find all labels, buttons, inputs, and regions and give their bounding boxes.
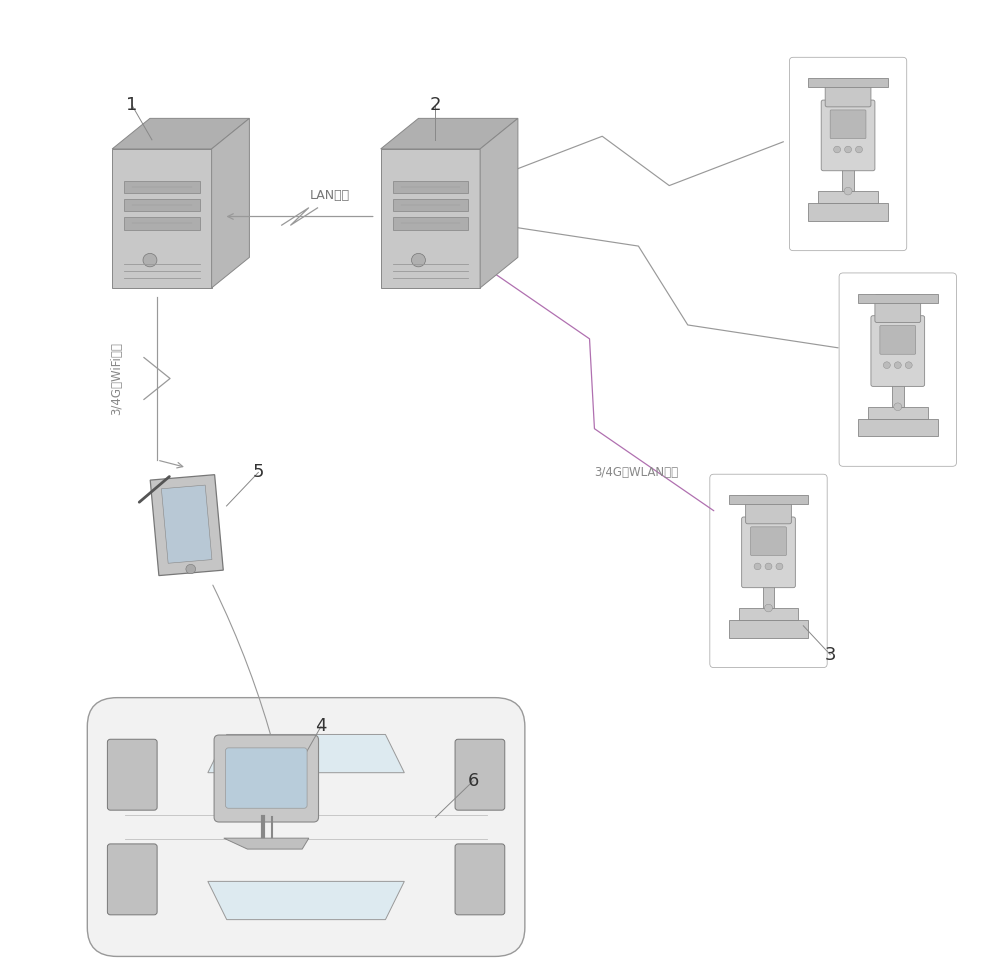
Polygon shape [858,294,938,303]
Polygon shape [112,149,212,288]
Polygon shape [161,485,212,563]
Text: LAN连接: LAN连接 [309,189,350,202]
Circle shape [186,564,196,574]
Circle shape [894,362,901,368]
Circle shape [754,563,761,570]
Polygon shape [208,735,404,773]
Polygon shape [124,199,200,211]
FancyBboxPatch shape [880,326,916,354]
Polygon shape [729,620,808,638]
Text: 3/4G或WiFi连接: 3/4G或WiFi连接 [111,342,124,415]
FancyBboxPatch shape [226,748,307,808]
FancyBboxPatch shape [214,735,319,822]
Polygon shape [381,119,518,149]
Text: 3/4G或WLAN连接: 3/4G或WLAN连接 [594,466,679,479]
FancyBboxPatch shape [875,295,921,323]
Polygon shape [729,495,808,504]
Polygon shape [124,217,200,229]
FancyBboxPatch shape [751,527,786,555]
FancyBboxPatch shape [825,79,871,107]
Circle shape [844,187,852,195]
Circle shape [845,147,852,153]
Polygon shape [150,474,223,576]
Polygon shape [763,522,774,608]
Circle shape [765,604,772,612]
FancyBboxPatch shape [746,496,791,523]
FancyBboxPatch shape [87,698,525,956]
Polygon shape [381,149,480,288]
FancyBboxPatch shape [455,739,505,810]
Polygon shape [808,78,888,87]
Circle shape [905,362,912,368]
Text: 1: 1 [126,96,138,115]
Circle shape [883,362,890,368]
Polygon shape [212,119,249,288]
Polygon shape [892,321,904,407]
FancyBboxPatch shape [455,844,505,915]
Polygon shape [858,418,938,437]
Text: 4: 4 [315,717,327,736]
FancyBboxPatch shape [107,739,157,810]
Polygon shape [112,119,249,149]
Circle shape [834,147,841,153]
Circle shape [143,254,157,267]
Polygon shape [818,191,878,203]
Polygon shape [393,217,468,229]
FancyBboxPatch shape [821,100,875,171]
Circle shape [894,403,902,411]
FancyBboxPatch shape [830,110,866,139]
Circle shape [776,563,783,570]
Polygon shape [480,119,518,288]
Polygon shape [124,181,200,194]
Polygon shape [808,203,888,221]
Polygon shape [393,181,468,194]
Text: 2: 2 [430,96,441,115]
Polygon shape [208,881,404,920]
Text: 3: 3 [824,646,836,663]
Polygon shape [224,838,309,849]
Polygon shape [393,199,468,211]
Circle shape [765,563,772,570]
FancyBboxPatch shape [742,517,795,588]
Polygon shape [842,105,854,191]
Circle shape [856,147,862,153]
Circle shape [411,254,425,267]
Text: 6: 6 [467,772,479,790]
Polygon shape [868,407,928,418]
Text: 5: 5 [253,464,264,481]
FancyBboxPatch shape [871,315,925,387]
Polygon shape [739,608,798,620]
FancyBboxPatch shape [107,844,157,915]
